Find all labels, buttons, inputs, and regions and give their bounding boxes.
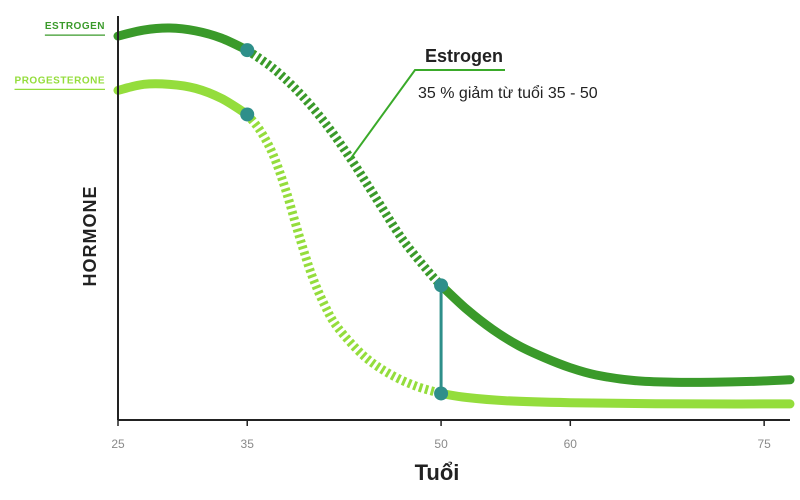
curve-estrogen-decline <box>244 46 445 289</box>
marker-estrogen-50 <box>434 278 449 293</box>
y-axis-title: HORMONE <box>80 186 100 287</box>
curve-estrogen-before <box>113 23 252 55</box>
curve-progesterone-decline <box>243 111 443 398</box>
x-ticks: 25 35 50 60 75 <box>111 420 771 451</box>
annotation-leader-line <box>349 69 505 160</box>
curve-progesterone-before <box>113 79 252 119</box>
curves-layer <box>113 23 795 409</box>
annotation-text: 35 % giảm từ tuổi 35 - 50 <box>418 84 598 102</box>
x-tick-label-50: 50 <box>434 437 448 451</box>
annotation-title: Estrogen <box>425 46 503 66</box>
axes-layer <box>117 16 790 421</box>
marker-progesterone-50 <box>434 386 449 401</box>
estrogen-annotation: Estrogen 35 % giảm từ tuổi 35 - 50 <box>349 46 598 160</box>
legend-label-estrogen: ESTROGEN <box>45 21 105 32</box>
marker-progesterone-35 <box>240 107 255 122</box>
markers-layer <box>240 43 449 401</box>
curve-estrogen-after <box>436 280 795 387</box>
curve-progesterone-after <box>436 388 795 409</box>
x-tick-label-60: 60 <box>564 437 578 451</box>
x-axis-title: Tuổi <box>415 460 460 485</box>
legend: ESTROGEN PROGESTERONE <box>14 21 105 90</box>
x-tick-label-25: 25 <box>111 437 125 451</box>
marker-estrogen-35 <box>240 43 255 58</box>
x-tick-label-75: 75 <box>757 437 771 451</box>
x-tick-label-35: 35 <box>241 437 255 451</box>
legend-label-progesterone: PROGESTERONE <box>15 75 105 86</box>
